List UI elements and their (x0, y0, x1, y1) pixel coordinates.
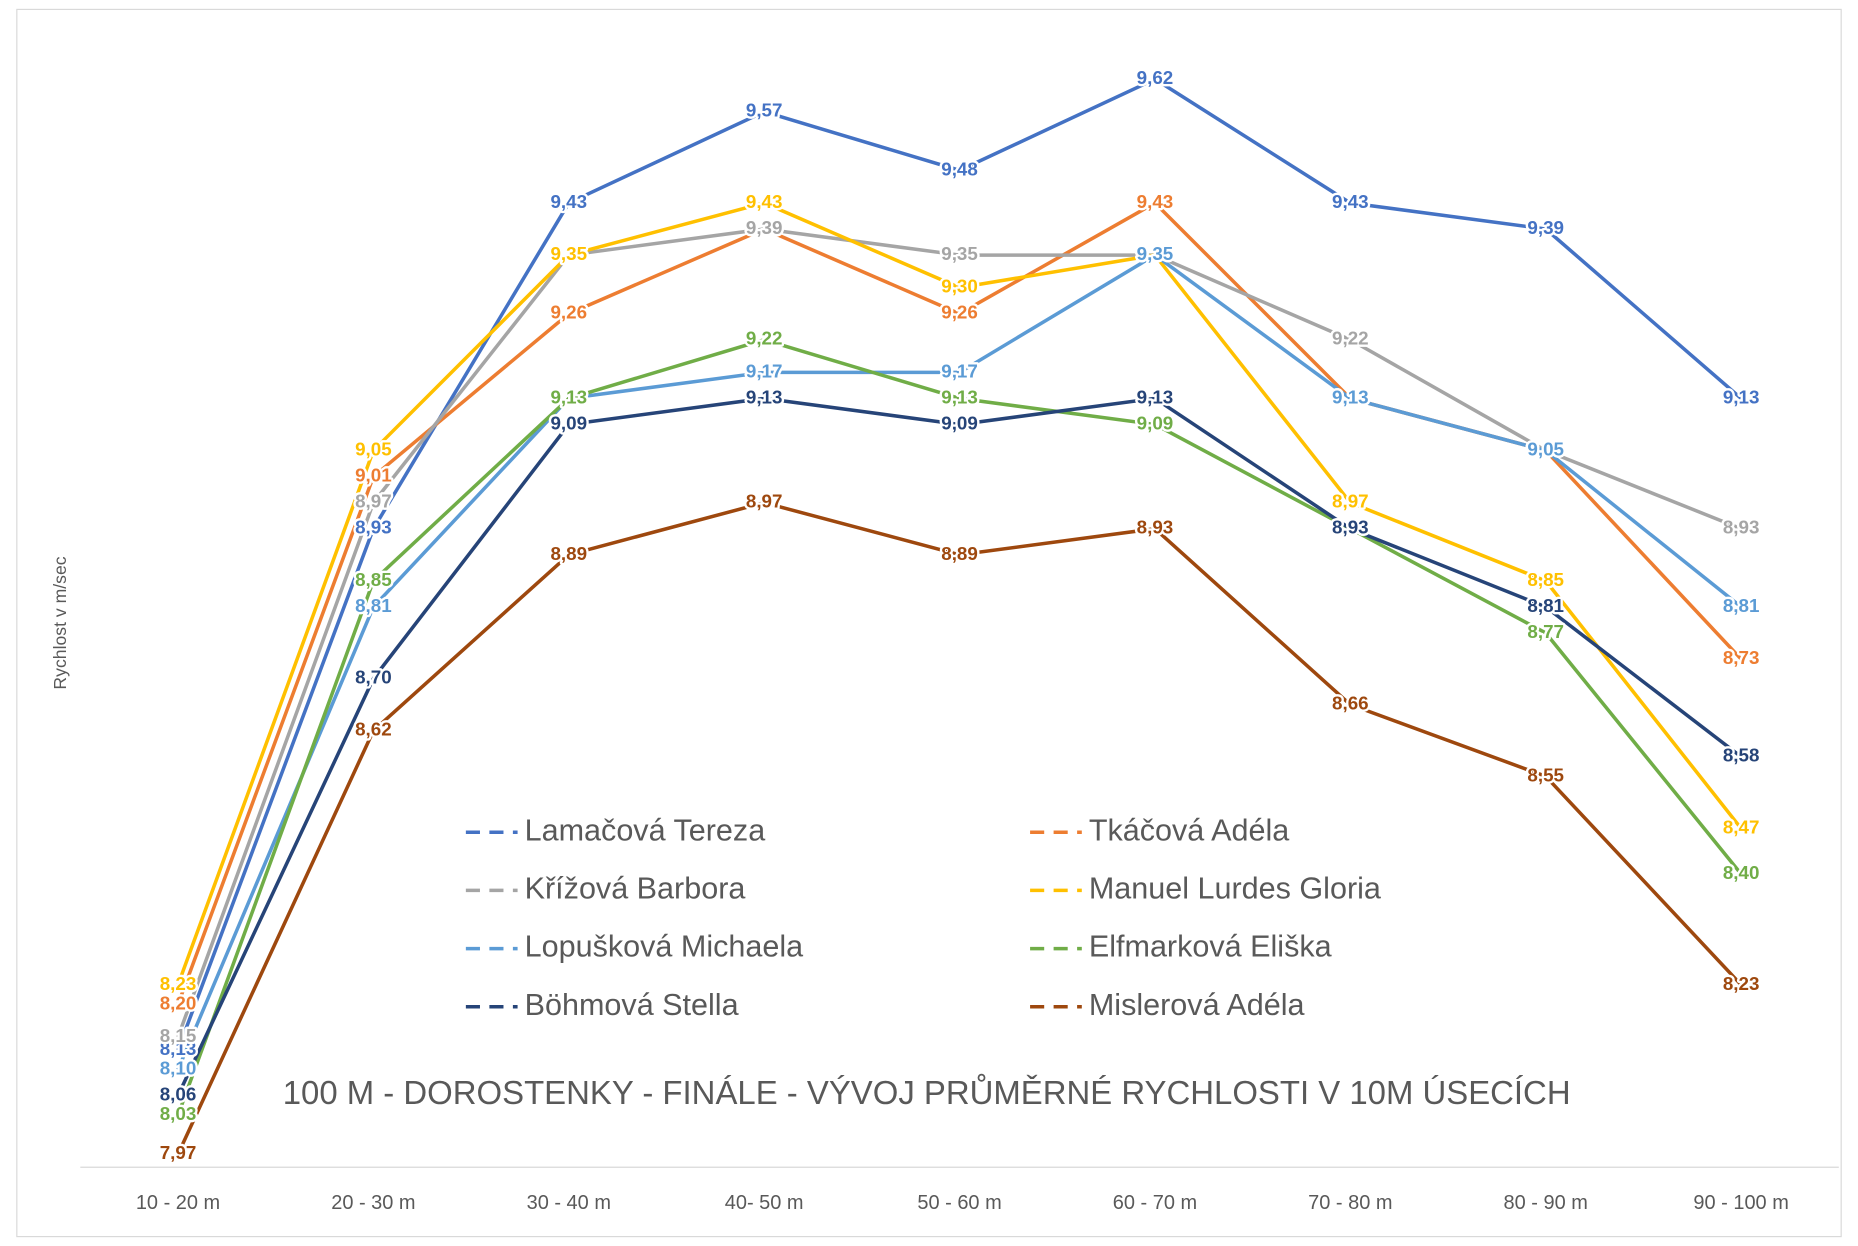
data-label: 8,70 (355, 667, 392, 688)
data-label: 9,05 (355, 439, 392, 460)
data-label: 8,23 (1723, 973, 1760, 994)
data-label: 9,13 (1332, 386, 1369, 407)
data-label: 9,22 (746, 328, 783, 349)
series-line (176, 227, 1742, 1038)
data-label: 8,93 (1332, 517, 1369, 538)
x-tick-label: 20 - 30 m (331, 1192, 415, 1214)
x-tick-label: 70 - 80 m (1308, 1192, 1392, 1214)
series-line (176, 338, 1743, 1116)
data-label: 8,73 (1723, 647, 1760, 668)
data-label: 8,62 (355, 719, 392, 740)
data-label: 8,15 (160, 1025, 197, 1046)
data-label: 8,13 (160, 1038, 197, 1059)
data-label: 9,05 (1527, 439, 1564, 460)
legend-label: Elfmarková Eliška (1089, 930, 1332, 964)
data-label: 8,93 (1332, 517, 1369, 538)
data-label: 8,85 (355, 569, 392, 590)
data-label: 9,05 (1527, 439, 1564, 460)
data-label: 8,03 (160, 1103, 197, 1124)
data-label: 8,89 (941, 543, 978, 564)
data-label: 8,10 (160, 1057, 197, 1078)
data-label: 9,09 (550, 412, 587, 433)
series-line (176, 500, 1743, 1155)
data-label: 9,05 (1527, 439, 1564, 460)
x-tick-label: 60 - 70 m (1113, 1192, 1197, 1214)
data-label: 8,20 (160, 992, 197, 1013)
data-label: 9,01 (355, 465, 392, 486)
data-label: 9,62 (1137, 67, 1174, 88)
data-label: 9,35 (1137, 243, 1174, 264)
data-label: 9,35 (550, 243, 587, 264)
data-label: 8,93 (1137, 517, 1174, 538)
data-label: 9,35 (941, 243, 978, 264)
data-label: 8,58 (1723, 745, 1760, 766)
x-tick-label: 10 - 20 m (136, 1192, 220, 1214)
x-tick-label: 80 - 90 m (1504, 1192, 1588, 1214)
data-label: 9,30 (941, 276, 978, 297)
data-label: 9,43 (746, 191, 783, 212)
data-label: 8,81 (1527, 595, 1564, 616)
data-label: 9,43 (1137, 191, 1174, 212)
data-label: 9,39 (746, 217, 783, 238)
data-label: 9,39 (1527, 217, 1564, 238)
data-label: 8,81 (355, 595, 392, 616)
chart-title: 100 M - DOROSTENKY - FINÁLE - VÝVOJ PRŮM… (283, 1073, 1571, 1111)
x-tick-label: 50 - 60 m (917, 1192, 1001, 1214)
data-label: 9,09 (1137, 412, 1174, 433)
data-label: 8,40 (1723, 862, 1760, 883)
x-tick-label: 40- 50 m (725, 1192, 804, 1214)
data-label: 8,81 (1723, 595, 1760, 616)
data-label: 8,97 (746, 491, 783, 512)
legend-label: Mislerová Adéla (1089, 988, 1305, 1022)
data-label: 8,85 (1527, 569, 1564, 590)
data-label: 9,35 (1137, 243, 1174, 264)
data-label: 9,48 (941, 158, 978, 179)
data-label: 8,89 (550, 543, 587, 564)
series-line (176, 253, 1743, 1071)
data-label: 9,26 (941, 302, 978, 323)
data-label: 7,97 (160, 1142, 197, 1163)
data-label: 8,97 (1332, 491, 1369, 512)
data-label: 9,13 (550, 386, 587, 407)
x-tick-label: 90 - 100 m (1693, 1192, 1788, 1214)
data-label: 9,13 (1332, 386, 1369, 407)
legend-label: Böhmová Stella (525, 988, 739, 1022)
legend-label: Lamačová Tereza (525, 813, 766, 847)
data-label: 9,22 (1332, 328, 1369, 349)
data-label: 9,39 (746, 217, 783, 238)
legend-label: Lopušková Michaela (525, 930, 804, 964)
data-label: 9,13 (746, 386, 783, 407)
data-label: 9,57 (746, 100, 783, 121)
series-line (176, 396, 1743, 1097)
legend-label: Tkáčová Adéla (1089, 813, 1289, 847)
data-label: 8,97 (355, 491, 392, 512)
data-label: 8,23 (160, 973, 197, 994)
data-label: 9,35 (550, 243, 587, 264)
data-label: 9,43 (1332, 191, 1369, 212)
data-label: 8,47 (1723, 816, 1760, 837)
data-label: 8,55 (1527, 764, 1564, 785)
series-line (176, 201, 1743, 986)
data-label: 9,43 (550, 191, 587, 212)
data-label: 9,26 (550, 302, 587, 323)
data-label: 9,13 (1723, 386, 1760, 407)
data-label: 9,09 (941, 412, 978, 433)
data-label: 8,93 (355, 517, 392, 538)
x-tick-label: 30 - 40 m (527, 1192, 611, 1214)
data-label: 8,77 (1527, 621, 1564, 642)
data-label: 9,13 (941, 386, 978, 407)
data-label: 9,17 (941, 360, 978, 381)
legend-label: Křížová Barbora (525, 871, 746, 905)
data-label: 9,13 (550, 386, 587, 407)
data-label: 9,35 (1137, 243, 1174, 264)
data-label: 8,66 (1332, 693, 1369, 714)
data-label: 9,17 (746, 360, 783, 381)
data-label: 8,06 (160, 1084, 197, 1105)
data-label: 8,93 (1723, 517, 1760, 538)
data-label: 9,13 (1137, 386, 1174, 407)
y-axis-label: Rychlost v m/sec (50, 556, 70, 689)
legend-label: Manuel Lurdes Gloria (1089, 871, 1381, 905)
